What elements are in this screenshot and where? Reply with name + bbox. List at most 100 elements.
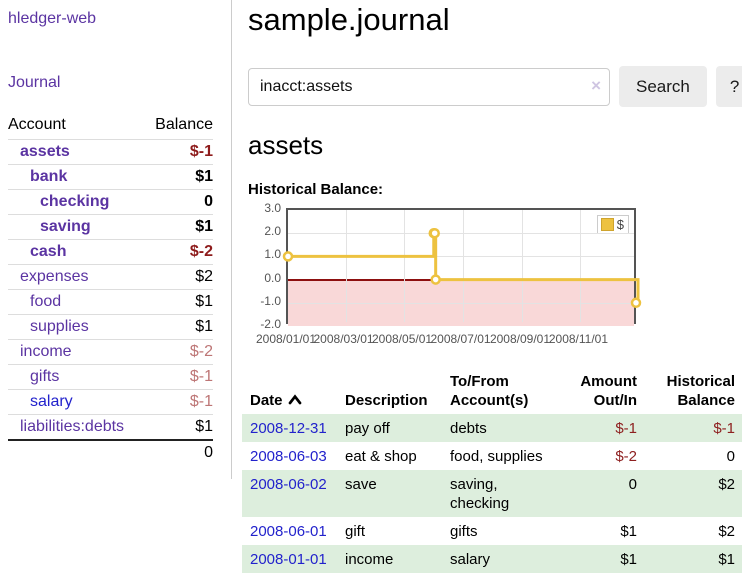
accounts-total-value: 0 [144,439,213,465]
gridline [345,210,347,322]
description-cell: eat & shop [345,448,417,465]
y-axis-label: 1.0 [264,247,281,262]
register-row: 2008-06-03 eat & shop food, supplies $-2… [242,442,742,470]
gridline [521,210,523,322]
register-row: 2008-06-02 save saving, checking 0 $2 [242,470,742,517]
balance-cell: $-2 [144,339,213,365]
balance-column-header: Balance [155,116,213,133]
balance-column-header: Historical Balance [666,373,735,409]
amount-column-header: Amount Out/In [580,373,637,409]
amount-cell: 0 [628,476,637,493]
x-axis-label: 2008/03/01 [313,332,374,346]
running-balance-cell: $-1 [713,420,735,437]
account-column-header: Account [8,116,66,133]
account-link-expenses[interactable]: expenses [20,268,89,285]
transaction-date-link[interactable]: 2008-06-02 [250,476,327,493]
transaction-date-link[interactable]: 2008-01-01 [250,551,327,568]
account-row: bank $1 [8,164,213,190]
account-link-supplies[interactable]: supplies [30,318,89,335]
balance-cell: $2 [144,264,213,290]
x-axis-label: 2008/01/01 [255,332,317,346]
chart-section-label: Historical Balance: [248,181,384,198]
account-link-bank[interactable]: bank [30,168,68,185]
running-balance-cell: $2 [718,476,735,493]
main-content: sample.journal × Search ? assets Histori… [232,0,742,573]
balance-cell: $1 [144,289,213,315]
account-row: expenses $2 [8,264,213,290]
y-axis-label: 0.0 [264,270,281,285]
help-button[interactable]: ? [715,66,742,107]
account-row: assets $-1 [8,139,213,165]
x-axis-label: 2008/07/01 [430,332,491,346]
transaction-date-link[interactable]: 2008-06-01 [250,523,327,540]
accounts-total-row: 0 [8,439,213,465]
account-link-income[interactable]: income [20,343,72,360]
account-row: liabilities:debts $1 [8,414,213,440]
description-column-header: Description [345,392,428,409]
accounts-cell: salary [450,551,491,568]
legend-label: $ [616,217,624,232]
balance-cell: 0 [144,189,213,215]
gridline [462,210,464,322]
balance-cell: $1 [144,314,213,340]
running-balance-cell: 0 [726,448,735,465]
search-input[interactable] [248,67,610,106]
transaction-date-link[interactable]: 2008-12-31 [250,420,327,437]
date-header-label: Date [250,392,283,409]
register-row: 2008-12-31 pay off debts $-1 $-1 [242,414,742,442]
accounts-cell: food, supplies [450,448,543,465]
balance-cell: $1 [144,164,213,190]
page-title: sample.journal [248,2,450,37]
register-row: 2008-06-01 gift gifts $1 $2 [242,517,742,545]
account-link-salary[interactable]: salary [30,393,73,410]
account-row: saving $1 [8,214,213,240]
account-link-checking[interactable]: checking [40,193,110,210]
gridline [580,210,582,322]
account-row: supplies $1 [8,314,213,340]
running-balance-cell: $2 [718,523,735,540]
chart-y-axis: 3.0 2.0 1.0 0.0 -1.0 -2.0 [248,201,281,331]
sort-ascending-icon [288,391,302,410]
sidebar-item-journal[interactable]: Journal [8,74,61,91]
date-column-header[interactable]: Date [242,370,345,414]
accounts-table: Account Balance assets $-1 bank $1 check… [8,113,213,465]
balance-cell: $-1 [144,389,213,415]
account-link-assets[interactable]: assets [20,143,70,160]
register-header-row: Date Description To/From Account(s) Amou… [242,370,742,414]
data-point-marker [630,297,642,309]
register-row: 2008-01-01 income salary $1 $1 [242,545,742,573]
amount-cell: $1 [620,551,637,568]
account-link-liabilities-debts[interactable]: liabilities:debts [20,418,125,435]
account-link-food[interactable]: food [30,293,62,310]
x-axis-label: 2008/09/01 [489,332,550,346]
accounts-table-header: Account Balance [8,113,213,140]
amount-cell: $-1 [615,420,637,437]
register-table: Date Description To/From Account(s) Amou… [242,370,742,573]
account-link-cash[interactable]: cash [30,243,67,260]
account-row: checking 0 [8,189,213,215]
search-button[interactable]: Search [619,66,707,107]
account-link-gifts[interactable]: gifts [30,368,60,385]
account-link-saving[interactable]: saving [40,218,91,235]
description-cell: save [345,476,377,493]
account-heading: assets [248,130,324,160]
gridline [288,302,634,304]
x-axis-label: 2008/11/01 [548,332,609,346]
description-cell: pay off [345,420,390,437]
balance-cell: $-1 [144,364,213,390]
balance-cell: $-1 [144,139,213,165]
account-row: income $-2 [8,339,213,365]
gridline [288,233,634,235]
x-axis-label: 2008/05/01 [371,332,433,346]
data-point-marker [429,227,440,239]
data-point-marker [430,274,441,285]
y-axis-label: 2.0 [264,224,281,239]
transaction-date-link[interactable]: 2008-06-03 [250,448,327,465]
clear-search-icon[interactable]: × [591,75,601,95]
y-axis-label: -1.0 [260,293,281,308]
search-bar: × Search ? [248,66,742,107]
chart-plot: $ [282,208,642,326]
balance-line-series [282,227,642,309]
brand-link[interactable]: hledger-web [8,10,97,27]
